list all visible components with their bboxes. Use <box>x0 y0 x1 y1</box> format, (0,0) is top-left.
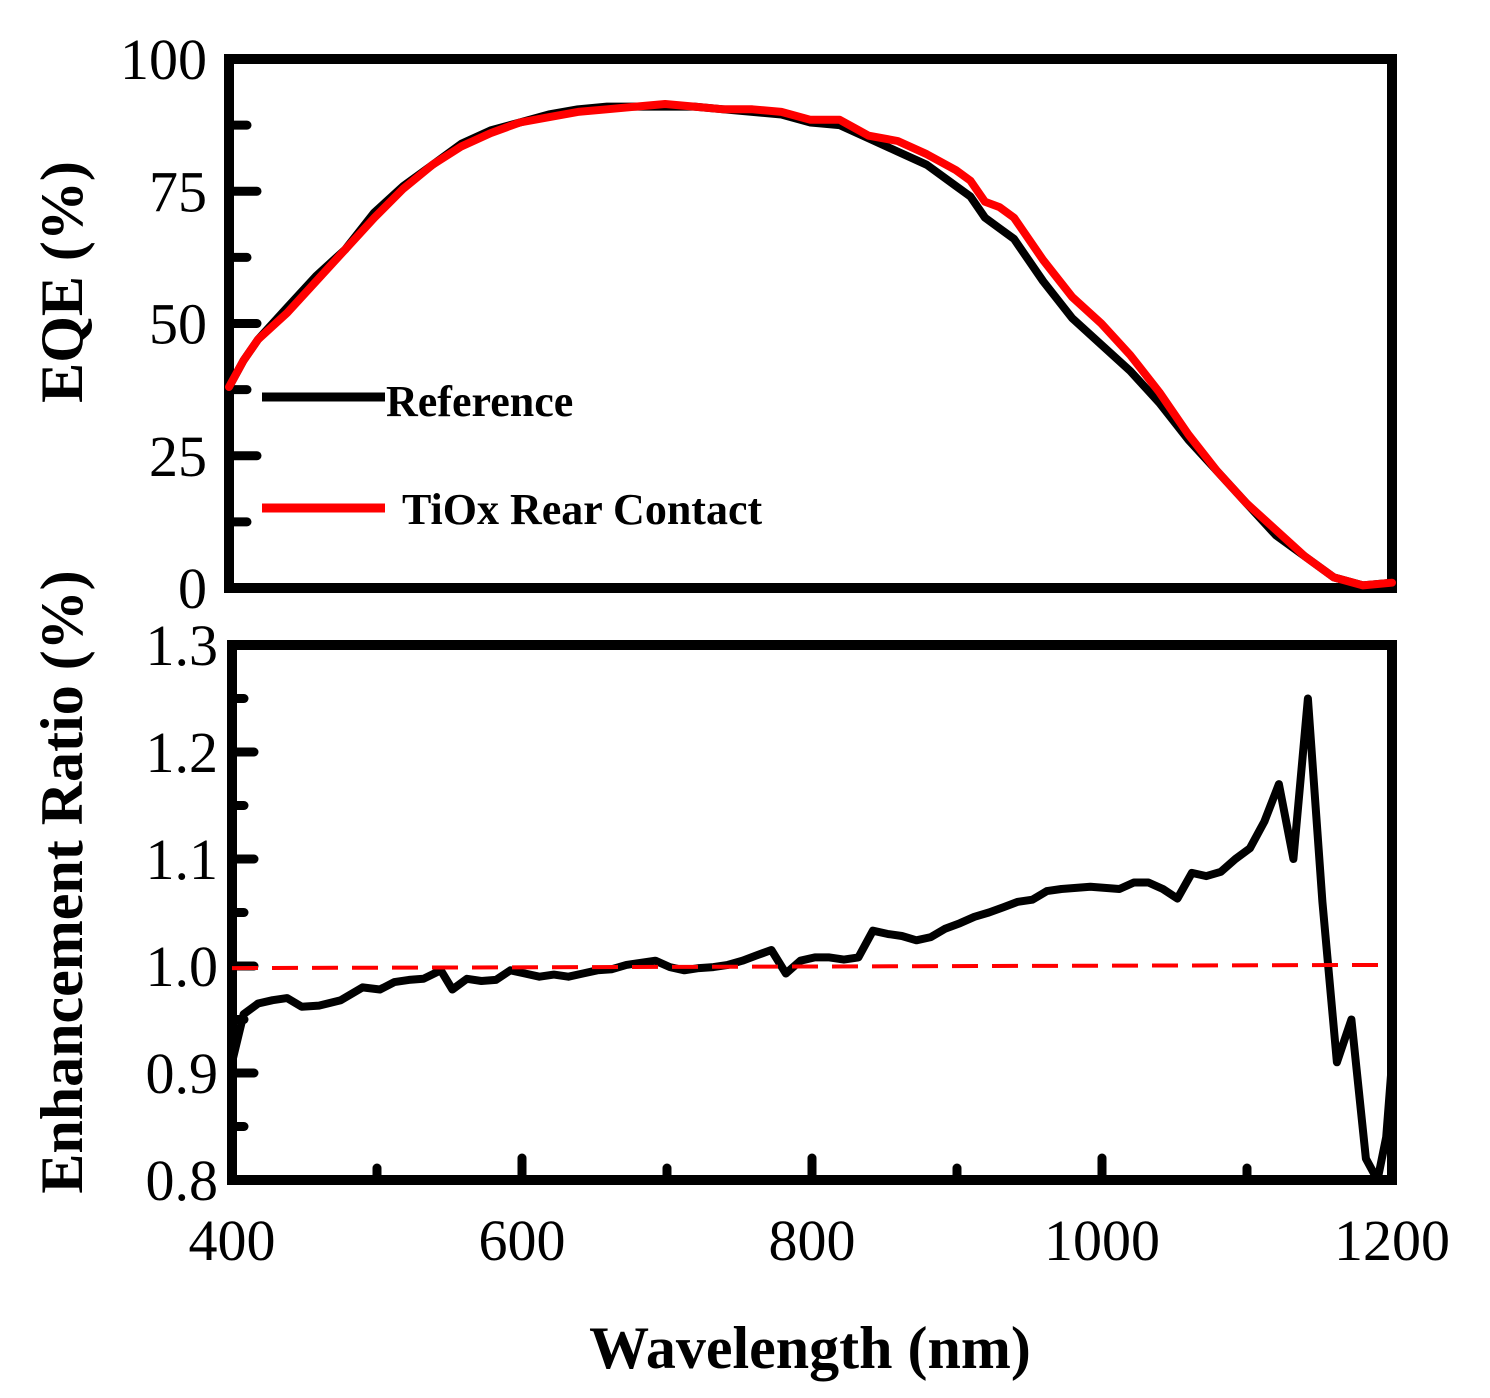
eqe-series-group <box>225 100 1396 590</box>
x-tick-label-1200: 1200 <box>1334 1208 1450 1273</box>
legend-label-reference: Reference <box>386 377 573 426</box>
enhancement-y-tick-label-1-1: 1.1 <box>146 827 219 892</box>
x-axis-title: Wavelength (nm) <box>589 1315 1031 1381</box>
enhancement-panel: 0.8 0.9 1.0 1.1 1.2 1.3 400 600 800 1000 1200 Enha… <box>29 570 1450 1381</box>
eqe-panel: 0 25 50 75 100 EQE (%) Reference TiOx Rear C… <box>29 27 1397 621</box>
eqe-y-tick-label-75: 75 <box>149 159 207 224</box>
enhancement-y-tick-label-1-3: 1.3 <box>146 613 219 678</box>
enhancement-y-tick-label-0-8: 0.8 <box>146 1148 219 1213</box>
enhancement-y-tick-label-1-2: 1.2 <box>146 720 219 785</box>
eqe-y-tick-label-100: 100 <box>120 27 207 92</box>
eqe-y-tick-labels: 0 25 50 75 100 <box>120 27 207 621</box>
eqe-series-tiox-rear-contact <box>225 100 1396 590</box>
eqe-y-tick-label-0: 0 <box>178 556 207 621</box>
x-tick-label-1000: 1000 <box>1044 1208 1160 1273</box>
x-tick-label-400: 400 <box>189 1208 276 1273</box>
enhancement-y-axis-title: Enhancement Ratio (%) <box>29 570 95 1193</box>
enhancement-series-group <box>228 694 1396 1184</box>
eqe-y-tick-label-25: 25 <box>149 424 207 489</box>
enhancement-series-enhancement-ratio <box>228 694 1396 1184</box>
eqe-y-axis-title: EQE (%) <box>29 161 95 403</box>
legend-label-tiox: TiOx Rear Contact <box>402 485 762 534</box>
enhancement-tick-labels: 0.8 0.9 1.0 1.1 1.2 1.3 400 600 800 1000 1200 <box>146 613 1451 1273</box>
enhancement-y-tick-label-1-0: 1.0 <box>146 934 219 999</box>
enhancement-plot-frame <box>227 640 1397 1185</box>
enhancement-series-unity-reference <box>231 962 1393 971</box>
legend: Reference TiOx Rear Contact <box>262 377 762 534</box>
enhancement-x-ticks <box>227 1153 1397 1185</box>
x-tick-label-800: 800 <box>769 1208 856 1273</box>
eqe-y-tick-label-50: 50 <box>149 292 207 357</box>
x-tick-label-600: 600 <box>479 1208 566 1273</box>
enhancement-y-tick-label-0-9: 0.9 <box>146 1041 219 1106</box>
